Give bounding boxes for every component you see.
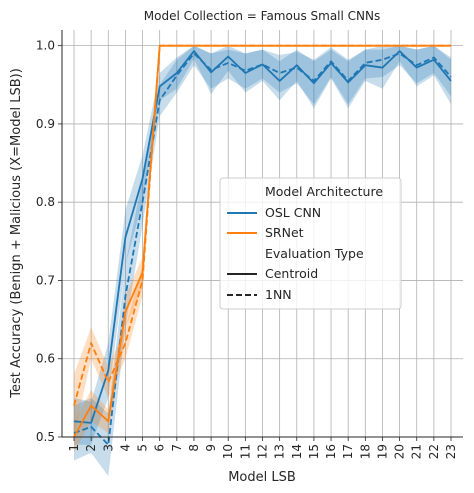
x-tick-label: 8 bbox=[187, 444, 201, 452]
x-tick-label: 1 bbox=[67, 444, 81, 452]
x-tick-label: 19 bbox=[375, 444, 389, 459]
chart-title: Model Collection = Famous Small CNNs bbox=[144, 9, 380, 23]
legend-box bbox=[219, 177, 402, 310]
x-tick-label: 10 bbox=[221, 444, 235, 459]
legend: Model Architecture OSL CNN SRNet Evaluat… bbox=[219, 177, 402, 310]
x-tick-label: 5 bbox=[136, 444, 150, 452]
x-axis-label: Model LSB bbox=[228, 470, 296, 485]
y-tick-label: 0.5 bbox=[36, 430, 55, 444]
x-tick-label: 20 bbox=[393, 444, 407, 459]
x-tick-label: 9 bbox=[204, 444, 218, 452]
x-tick-label: 2 bbox=[84, 444, 98, 452]
y-tick-label: 0.7 bbox=[36, 273, 55, 287]
y-tick-label: 1.0 bbox=[36, 39, 55, 53]
legend-label-centroid: Centroid bbox=[265, 266, 318, 281]
legend-label-osl-cnn: OSL CNN bbox=[265, 205, 321, 220]
x-tick-label: 12 bbox=[256, 444, 270, 459]
series-line bbox=[73, 44, 451, 406]
legend-title-evaluation: Evaluation Type bbox=[265, 246, 364, 261]
y-axis-label: Test Accuracy (Benign + Malicious (X=Mod… bbox=[9, 68, 24, 399]
series-line bbox=[73, 50, 452, 424]
x-tick-label: 13 bbox=[273, 444, 287, 459]
x-tick-label: 7 bbox=[170, 444, 184, 452]
y-tick-label: 0.9 bbox=[36, 117, 55, 131]
x-tick-label: 17 bbox=[341, 444, 355, 459]
ticks: 1 2 3 4 5 6 7 8 9 10 11 12 13 14 15 16 17 18 19 20 21 22 230.5… bbox=[36, 39, 458, 460]
series-line bbox=[73, 52, 452, 446]
y-tick-label: 0.8 bbox=[36, 195, 55, 209]
x-tick-label: 15 bbox=[307, 444, 321, 459]
confidence-band bbox=[74, 45, 451, 477]
legend-label-srnet: SRNet bbox=[265, 225, 304, 240]
legend-title-architecture: Model Architecture bbox=[265, 184, 383, 199]
y-tick-label: 0.6 bbox=[36, 352, 55, 366]
x-tick-label: 16 bbox=[324, 444, 338, 459]
x-tick-label: 3 bbox=[101, 444, 115, 452]
x-tick-label: 23 bbox=[444, 444, 458, 459]
x-tick-label: 11 bbox=[238, 444, 252, 459]
x-tick-label: 21 bbox=[410, 444, 424, 459]
x-tick-label: 22 bbox=[427, 444, 441, 459]
x-tick-label: 18 bbox=[358, 444, 372, 459]
x-tick-label: 6 bbox=[153, 444, 167, 452]
legend-label-1nn: 1NN bbox=[265, 287, 292, 302]
x-tick-label: 14 bbox=[290, 444, 304, 459]
x-tick-label: 4 bbox=[118, 444, 132, 452]
series-lines bbox=[73, 44, 452, 446]
